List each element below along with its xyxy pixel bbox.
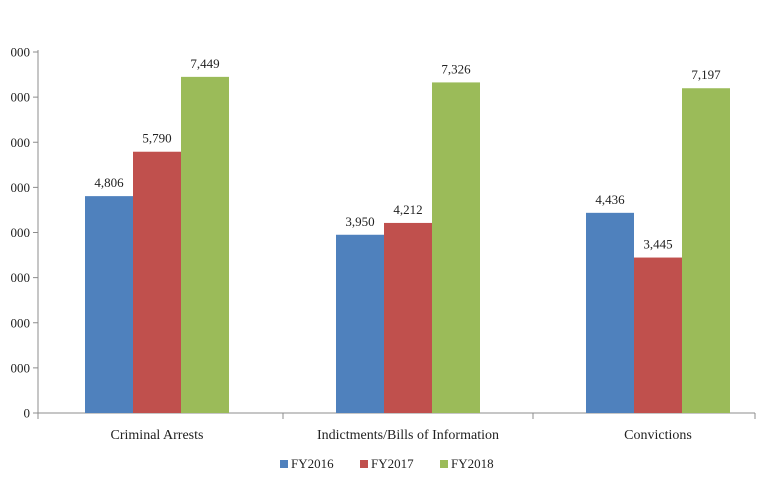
bar-fy2016-2	[336, 234, 384, 413]
y-tick-label: 0	[24, 406, 31, 421]
bar-fy2016-3	[586, 212, 634, 413]
bar-fy2018-2	[432, 82, 480, 414]
bar-fy2018-3	[682, 88, 730, 413]
legend-label: FY2017	[371, 456, 414, 471]
x-axis: Criminal Arrests Indictments/Bills of Inf…	[37, 412, 756, 443]
x-category-label: Indictments/Bills of Information	[317, 428, 499, 443]
y-tick-label: 000	[11, 90, 31, 105]
legend-swatch-fy2017	[360, 460, 368, 468]
bars	[85, 76, 730, 414]
x-category-label: Criminal Arrests	[111, 428, 204, 443]
bar-fy2017-3	[634, 257, 682, 413]
data-label: 4,806	[94, 175, 124, 190]
legend: FY2016 FY2017 FY2018	[280, 456, 494, 471]
data-labels: 4,806 3,950 4,436 5,790 4,212 3,445 7,449 7,326…	[94, 56, 721, 252]
x-category-label: Convictions	[624, 428, 692, 443]
bar-fy2017-1	[133, 151, 181, 413]
y-tick-label: 000	[11, 360, 31, 375]
y-tick-label: 000	[11, 225, 31, 240]
data-label: 3,950	[345, 214, 374, 229]
y-tick-label: 000	[11, 135, 31, 150]
data-label: 3,445	[643, 237, 672, 252]
y-tick-label: 000	[11, 45, 31, 60]
data-label: 7,326	[441, 61, 471, 76]
data-label: 5,790	[142, 131, 171, 146]
data-label: 7,449	[190, 56, 219, 71]
bar-fy2017-2	[384, 222, 432, 413]
bar-fy2018-1	[181, 76, 229, 413]
legend-label: FY2016	[291, 456, 334, 471]
y-tick-label: 000	[11, 315, 31, 330]
legend-label: FY2018	[451, 456, 494, 471]
data-label: 4,212	[393, 202, 422, 217]
bar-fy2016-1	[85, 196, 133, 413]
y-tick-label: 000	[11, 270, 31, 285]
data-label: 4,436	[595, 192, 625, 207]
y-tick-label: 000	[11, 180, 31, 195]
data-label: 7,197	[691, 67, 721, 82]
legend-swatch-fy2016	[280, 460, 288, 468]
legend-swatch-fy2018	[440, 460, 448, 468]
